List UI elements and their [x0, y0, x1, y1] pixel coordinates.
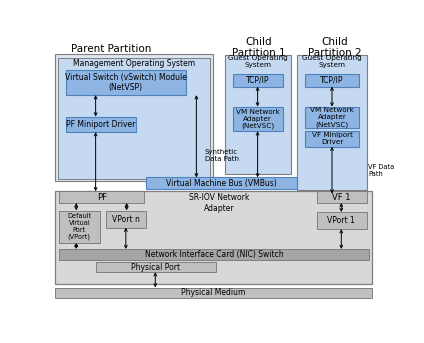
Text: Network Interface Card (NIC) Switch: Network Interface Card (NIC) Switch — [145, 250, 284, 259]
Bar — [55, 54, 213, 181]
Bar — [66, 70, 186, 95]
Text: VPort 1: VPort 1 — [327, 216, 355, 225]
Bar — [55, 191, 371, 284]
Text: Physical Port: Physical Port — [131, 263, 180, 272]
Text: VM Network
Adapter
(NetVSC): VM Network Adapter (NetVSC) — [310, 107, 354, 128]
Text: Synthetic
Data Path: Synthetic Data Path — [205, 149, 239, 162]
Text: VM Network
Adapter
(NetVSC): VM Network Adapter (NetVSC) — [236, 109, 279, 129]
Text: Child
Partition 2: Child Partition 2 — [307, 36, 361, 58]
Text: TCP/IP: TCP/IP — [246, 76, 269, 85]
Text: VPort n: VPort n — [112, 214, 140, 224]
Text: PF: PF — [97, 192, 107, 202]
Text: Management Operating System: Management Operating System — [73, 59, 195, 68]
Bar — [297, 55, 367, 190]
Text: Virtual Switch (vSwitch) Module
(NetVSP): Virtual Switch (vSwitch) Module (NetVSP) — [65, 73, 187, 93]
Bar — [106, 211, 146, 227]
Text: Guest Operating
System: Guest Operating System — [228, 56, 287, 69]
Text: Default
Virtual
Port
(VPort): Default Virtual Port (VPort) — [67, 213, 92, 240]
Text: VF 1: VF 1 — [332, 192, 351, 202]
Bar — [55, 287, 371, 298]
Bar — [59, 211, 100, 243]
Bar — [59, 58, 210, 179]
Text: SR-IOV Network
Adapter: SR-IOV Network Adapter — [190, 193, 250, 213]
Bar — [316, 191, 367, 203]
Bar — [96, 262, 216, 272]
Text: Parent Partition: Parent Partition — [71, 44, 151, 54]
Bar — [305, 131, 359, 147]
Bar — [305, 73, 359, 86]
Bar — [225, 55, 291, 174]
Bar — [146, 177, 297, 189]
Bar — [305, 107, 359, 128]
Text: VF Miniport
Driver: VF Miniport Driver — [312, 132, 352, 145]
Bar — [233, 73, 283, 86]
Bar — [59, 191, 145, 203]
Text: Guest Operating
System: Guest Operating System — [302, 56, 362, 69]
Bar — [66, 117, 136, 132]
Text: TCP/IP: TCP/IP — [320, 76, 344, 85]
Text: VF Data
Path: VF Data Path — [368, 164, 395, 177]
Text: PF Miniport Driver: PF Miniport Driver — [67, 120, 136, 129]
Text: Virtual Machine Bus (VMBus): Virtual Machine Bus (VMBus) — [166, 179, 276, 188]
Text: Physical Medium: Physical Medium — [181, 288, 245, 297]
Bar — [233, 107, 283, 131]
Text: Child
Partition 1: Child Partition 1 — [232, 36, 285, 58]
Bar — [59, 249, 369, 260]
Bar — [316, 212, 367, 229]
